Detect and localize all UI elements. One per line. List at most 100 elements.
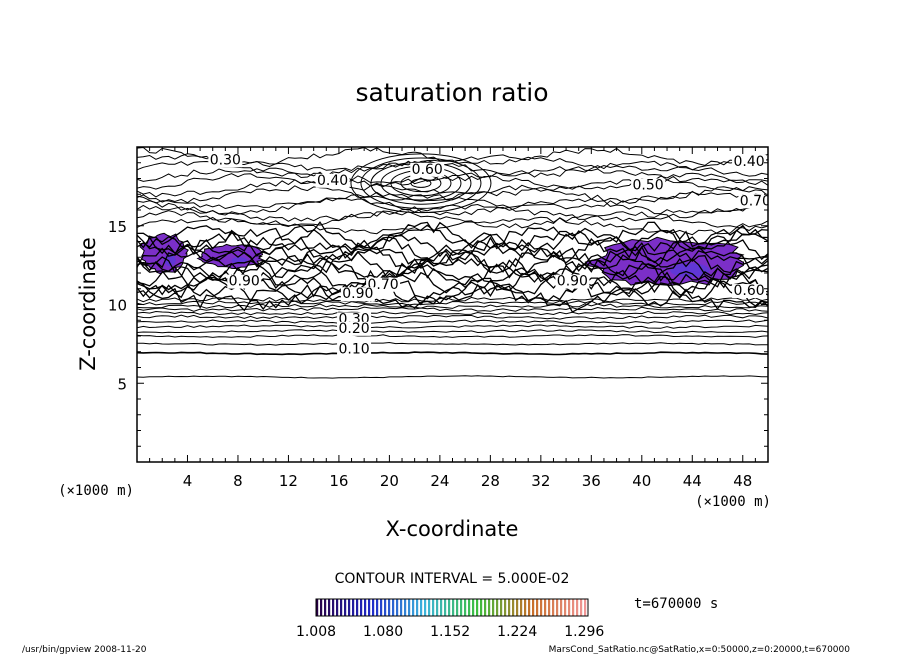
contour-line	[137, 296, 768, 303]
colorbar-step	[580, 599, 583, 616]
colorbar-step	[324, 599, 327, 616]
contour-label: 0.60	[412, 162, 443, 178]
contour-line	[137, 172, 768, 191]
colorbar-step	[576, 599, 579, 616]
colorbar-step	[412, 599, 415, 616]
y-tick-label: 15	[108, 218, 127, 236]
contour-line	[137, 375, 768, 379]
contour-line	[137, 303, 768, 309]
contour-line	[137, 253, 768, 283]
contour-label-bg	[555, 274, 590, 289]
contour-label-bg	[732, 284, 767, 299]
colorbar-step	[500, 599, 503, 616]
colorbar-step	[536, 599, 539, 616]
colorbar-step	[428, 599, 431, 616]
contour-label-bg	[340, 287, 375, 302]
colorbar-step	[332, 599, 335, 616]
colorbar-step	[464, 599, 467, 616]
contour-label: 0.70	[368, 277, 399, 293]
colorbar-step	[516, 599, 519, 616]
colorbar-step	[480, 599, 483, 616]
colorbar-step	[448, 599, 451, 616]
x-tick-label: 40	[632, 472, 651, 490]
y-unit-label: (×1000 m)	[58, 483, 134, 499]
contour-label-bg	[738, 194, 768, 209]
colorbar-step	[512, 599, 515, 616]
colorbar-step	[424, 599, 427, 616]
colorbar-step	[564, 599, 567, 616]
footer-left: /usr/bin/gpview 2008-11-20	[22, 645, 147, 654]
x-tick-label: 44	[683, 472, 702, 490]
x-tick-label: 24	[430, 472, 449, 490]
contour-line	[137, 314, 768, 320]
contour-line	[137, 351, 768, 356]
contour-line	[137, 233, 768, 265]
colorbar-step	[392, 599, 395, 616]
colorbar-frame	[315, 598, 589, 617]
colorbar-step	[364, 599, 367, 616]
contour-label: 0.10	[338, 341, 369, 357]
colorbar-step	[504, 599, 507, 616]
contour-label: 0.90	[229, 274, 260, 290]
contour-label-bg	[315, 173, 350, 188]
colorbar-step	[368, 599, 371, 616]
colorbar-label: 1.008	[296, 624, 336, 640]
colorbar-step	[508, 599, 511, 616]
colorbar-label: 1.296	[564, 624, 604, 640]
x-tick-label: 28	[481, 472, 500, 490]
contour-label-bg	[337, 321, 372, 336]
colorbar-label: 1.080	[363, 624, 403, 640]
x-tick-labels: 4 8 12 16 20 24 28 32 36 40 44 48	[183, 472, 753, 490]
y-axis-label: Z-coordinate	[76, 237, 100, 371]
colorbar-step	[380, 599, 383, 616]
contour-line	[137, 300, 768, 306]
contour-line	[137, 341, 768, 346]
colorbar-step	[396, 599, 399, 616]
contour-line	[137, 266, 768, 298]
contour-label: 0.30	[210, 152, 241, 168]
contour-label: 0.40	[317, 173, 348, 189]
colorbar-step	[340, 599, 343, 616]
contour-line	[137, 210, 768, 229]
colorbar-step	[360, 599, 363, 616]
contour-field: 0.300.400.60 0.400.500.700.90 0.70 0.900.60…	[137, 147, 768, 379]
colorbar-step	[548, 599, 551, 616]
contour-line	[137, 191, 768, 210]
contour-line	[137, 160, 768, 179]
axis-ticks	[137, 147, 768, 462]
colorbar	[316, 599, 587, 616]
contour-line	[137, 329, 768, 334]
contour-ring	[360, 157, 482, 209]
colorbar-step	[420, 599, 423, 616]
colorbar-step	[352, 599, 355, 616]
contour-line	[137, 319, 768, 325]
contour-interval-text: CONTOUR INTERVAL = 5.000E-02	[335, 571, 570, 587]
contour-line	[137, 197, 768, 216]
contour-label: 0.60	[733, 283, 764, 299]
contour-label-bg	[227, 274, 262, 289]
colorbar-step	[584, 599, 587, 616]
colorbar-step	[404, 599, 407, 616]
colorbar-step	[408, 599, 411, 616]
colorbar-step	[440, 599, 443, 616]
contour-label-bg	[732, 154, 767, 169]
x-tick-label: 48	[733, 472, 752, 490]
contour-line	[137, 310, 768, 316]
contour-ring	[370, 161, 472, 205]
colorbar-step	[488, 599, 491, 616]
colorbar-step	[560, 599, 563, 616]
colorbar-step	[520, 599, 523, 616]
colorbar-step	[388, 599, 391, 616]
colorbar-step	[468, 599, 471, 616]
contour-label-bg	[337, 342, 372, 357]
colorbar-label: 1.152	[430, 624, 470, 640]
contour-line	[137, 216, 768, 236]
colorbar-step	[552, 599, 555, 616]
colorbar-step	[568, 599, 571, 616]
colorbar-step	[452, 599, 455, 616]
colorbar-step	[544, 599, 547, 616]
colorbar-step	[572, 599, 575, 616]
contour-line	[137, 224, 768, 256]
contour-label-bg	[208, 153, 243, 168]
